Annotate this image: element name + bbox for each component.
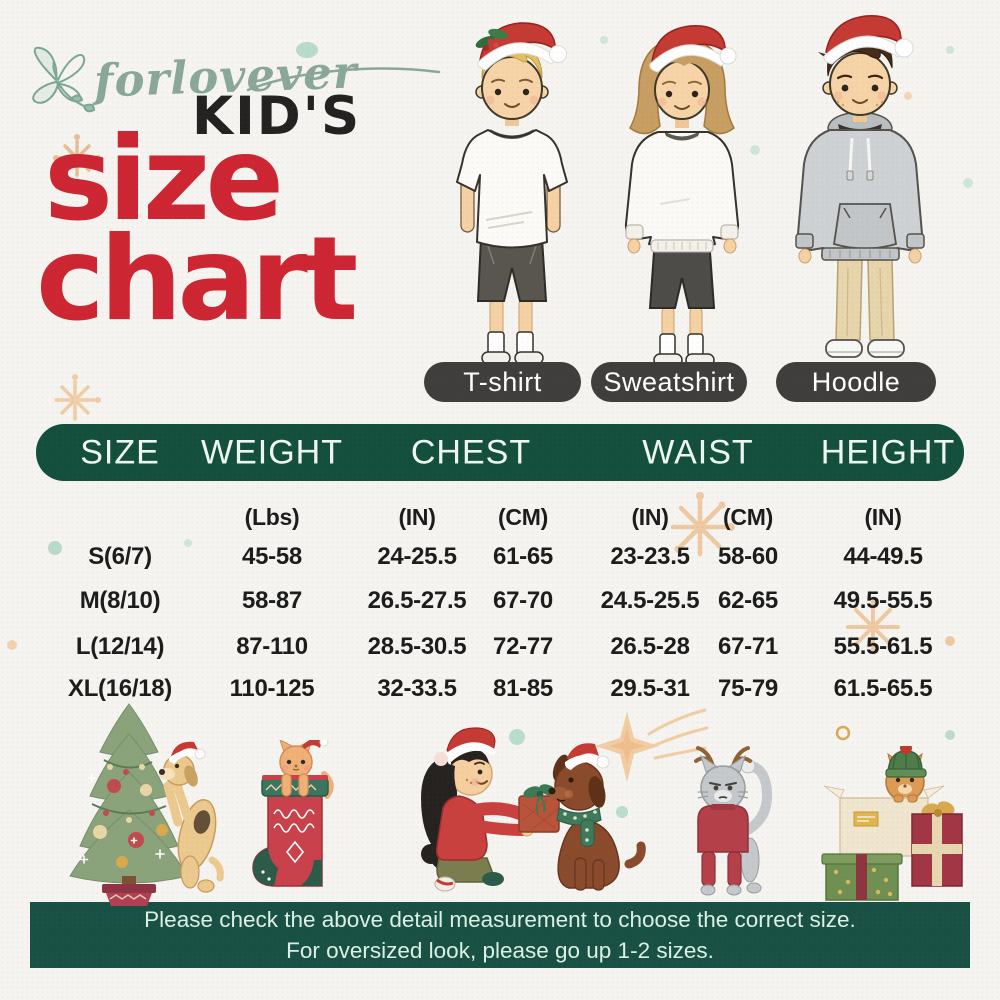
dot-decoration [904, 92, 912, 100]
dot-decoration [296, 42, 318, 58]
sparkle-icon [53, 134, 101, 177]
unit-label: (CM) [498, 504, 548, 530]
unit-label: (IN) [864, 504, 902, 530]
logo-flourish-line [246, 67, 441, 92]
garment-pill-hoodle: Hoodle [776, 362, 936, 402]
snowflake-icon [846, 600, 900, 654]
size-row-label: XL(16/18) [67, 675, 173, 702]
size-table: (Lbs) (IN) (CM) (IN) (CM) (IN) S(6/7) 45… [0, 490, 1000, 720]
table-cell: 44-49.5 [843, 543, 923, 570]
footer-note-line2: For oversized look, please go up 1-2 siz… [286, 938, 714, 963]
table-cell: 24-25.5 [377, 543, 457, 570]
dot-decoration [184, 539, 192, 547]
kid-sweatshirt-illustration [624, 25, 740, 367]
unit-label: (Lbs) [244, 504, 300, 530]
dot-decoration [509, 729, 525, 745]
dot-decoration [946, 46, 954, 54]
table-cell: 62-65 [718, 587, 778, 614]
garment-label: Hoodle [811, 366, 901, 397]
column-header-weight: WEIGHT [201, 433, 343, 471]
table-cell: 72-77 [493, 633, 553, 660]
size-row-label: M(8/10) [79, 587, 161, 614]
garment-label: Sweatshirt [603, 366, 735, 397]
table-cell: 58-60 [718, 543, 778, 570]
table-cell: 75-79 [718, 675, 778, 702]
gifts-and-cat-illustration [821, 746, 963, 901]
girl-and-dog-illustration [421, 727, 646, 892]
garment-pill-tshirt: T-shirt [424, 362, 581, 402]
stocking-and-cat-illustration [252, 740, 334, 887]
kid-tshirt-illustration [456, 22, 568, 365]
dot-decoration [48, 541, 62, 555]
dot-decoration [945, 636, 955, 646]
table-cell: 61-65 [493, 543, 553, 570]
antler-cat-illustration [694, 746, 772, 896]
table-cell: 58-87 [242, 587, 302, 614]
table-cell: 61.5-65.5 [833, 675, 933, 702]
table-cell: 23-23.5 [610, 543, 690, 570]
dot-decoration [945, 730, 955, 740]
dot-decoration [750, 145, 760, 155]
dot-decoration [616, 806, 628, 818]
ring-decoration [835, 725, 851, 741]
table-cell: 26.5-27.5 [367, 587, 467, 614]
snowflake-icon [670, 492, 735, 557]
headline-kicker: KID'S [192, 86, 362, 147]
table-cell: 29.5-31 [610, 675, 690, 702]
table-cell: 67-70 [493, 587, 553, 614]
unit-label: (IN) [631, 504, 669, 530]
garment-label: T-shirt [463, 366, 542, 397]
table-cell: 81-85 [493, 675, 553, 702]
table-cell: 55.5-61.5 [833, 633, 933, 660]
garment-pill-sweatshirt: Sweatshirt [591, 362, 747, 402]
table-cell: 26.5-28 [610, 633, 690, 660]
dot-decoration [963, 178, 973, 188]
table-cell: 45-58 [242, 543, 302, 570]
table-cell: 32-33.5 [377, 675, 457, 702]
column-header-chest: CHEST [410, 433, 532, 471]
headline-size: size [44, 112, 284, 247]
column-header-height: HEIGHT [820, 433, 956, 471]
sparkle-icon [54, 374, 101, 421]
dot-decoration [7, 640, 17, 650]
column-header-size: SIZE [80, 433, 160, 471]
table-cell: 110-125 [229, 675, 315, 702]
footer-note-line1: Please check the above detail measuremen… [144, 907, 856, 932]
table-cell: 67-71 [718, 633, 778, 660]
table-cell: 28.5-30.5 [367, 633, 467, 660]
size-row-label: L(12/14) [75, 633, 165, 660]
headline-chart: chart [36, 212, 358, 347]
footer-note-banner: Please check the above detail measuremen… [30, 902, 970, 968]
table-header-bar: SIZE WEIGHT CHEST WAIST HEIGHT [36, 424, 964, 481]
christmas-tree-and-dog-illustration [69, 703, 224, 906]
butterfly-logo-icon [32, 46, 96, 113]
size-row-label: S(6/7) [88, 543, 152, 570]
table-cell: 49.5-55.5 [833, 587, 933, 614]
table-cell: 24.5-25.5 [600, 587, 700, 614]
kid-hoodie-illustration [795, 15, 925, 358]
unit-label: (IN) [398, 504, 436, 530]
dot-decoration [600, 36, 608, 44]
column-header-waist: WAIST [642, 433, 754, 471]
table-cell: 87-110 [236, 633, 308, 660]
unit-label: (CM) [723, 504, 773, 530]
